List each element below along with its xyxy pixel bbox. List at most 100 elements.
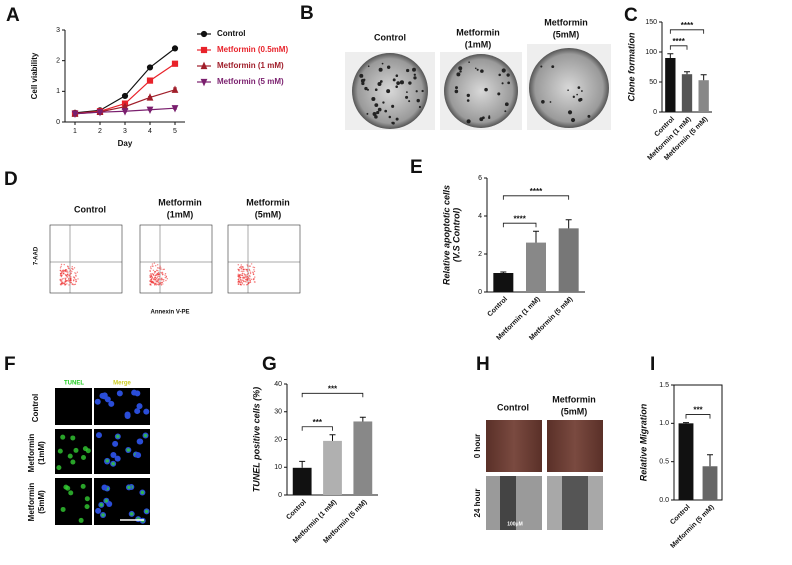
event bbox=[239, 276, 242, 278]
event bbox=[243, 270, 245, 272]
column-label: Control bbox=[374, 32, 406, 42]
event bbox=[153, 262, 156, 264]
event bbox=[60, 265, 62, 268]
event bbox=[159, 265, 161, 267]
colony bbox=[577, 86, 581, 89]
event bbox=[254, 281, 256, 283]
event bbox=[241, 270, 244, 272]
y-tick-label: 0.0 bbox=[659, 497, 669, 504]
significance-bracket bbox=[669, 45, 688, 50]
panel-label: G bbox=[262, 354, 277, 375]
event bbox=[253, 269, 255, 271]
y-tick-label: 10 bbox=[274, 464, 282, 471]
colony bbox=[572, 95, 575, 98]
event bbox=[76, 271, 79, 273]
colony bbox=[382, 101, 385, 104]
x-tick-label: 4 bbox=[148, 128, 152, 135]
colony-images: Control Metformin (1mM) Metformin (5mM) bbox=[345, 17, 611, 130]
significance-label: **** bbox=[530, 187, 543, 196]
significance-bracket bbox=[301, 426, 333, 431]
event bbox=[241, 281, 243, 284]
row-label: Metformin bbox=[27, 483, 36, 522]
column-label: Control bbox=[497, 402, 529, 412]
nucleus bbox=[108, 400, 115, 407]
dish bbox=[444, 54, 518, 128]
marker bbox=[121, 92, 129, 100]
bar bbox=[558, 228, 579, 292]
nucleus bbox=[101, 484, 108, 491]
legend-label: Metformin (0.5mM) bbox=[217, 45, 288, 54]
significance-bracket bbox=[502, 222, 537, 228]
event bbox=[149, 280, 151, 282]
event bbox=[149, 276, 152, 278]
event bbox=[64, 280, 67, 283]
event bbox=[74, 272, 76, 274]
event bbox=[71, 267, 73, 270]
colony bbox=[395, 74, 399, 78]
colony bbox=[587, 114, 591, 118]
event bbox=[246, 277, 248, 280]
row-label: 24 hour bbox=[473, 489, 482, 518]
colony bbox=[371, 97, 376, 102]
flow-plot bbox=[227, 224, 301, 294]
event bbox=[252, 271, 254, 273]
event bbox=[162, 283, 164, 285]
event bbox=[150, 277, 153, 280]
y-tick-label: 6 bbox=[478, 175, 482, 182]
error-bar bbox=[299, 460, 306, 468]
tunel-cell bbox=[70, 435, 76, 441]
x-tick-label: 3 bbox=[123, 128, 127, 135]
colony bbox=[374, 115, 378, 119]
error-bar bbox=[533, 230, 539, 243]
event bbox=[240, 279, 242, 281]
y-tick-label: 3 bbox=[56, 27, 60, 34]
event bbox=[162, 280, 165, 282]
y-tick-label: 1.5 bbox=[659, 382, 669, 389]
event bbox=[155, 282, 157, 284]
event bbox=[150, 278, 153, 281]
axis-label: 7-AAD bbox=[34, 246, 40, 265]
nucleus bbox=[101, 392, 108, 399]
event bbox=[244, 278, 247, 281]
event bbox=[72, 283, 74, 286]
nucleus bbox=[95, 432, 102, 439]
dish bbox=[529, 48, 609, 128]
event bbox=[149, 283, 151, 285]
micrograph bbox=[55, 388, 92, 425]
colony bbox=[498, 73, 501, 77]
event bbox=[246, 278, 248, 281]
colony bbox=[361, 81, 365, 86]
event bbox=[241, 279, 243, 281]
significance-label: *** bbox=[313, 418, 323, 427]
tunel-cell bbox=[65, 485, 71, 491]
event bbox=[250, 278, 253, 281]
error-bar bbox=[683, 422, 689, 424]
event bbox=[237, 283, 240, 285]
column-label: (5mM) bbox=[553, 29, 580, 39]
colony bbox=[501, 68, 506, 73]
nucleus bbox=[114, 455, 121, 462]
colony bbox=[459, 70, 462, 73]
event bbox=[73, 267, 76, 269]
colony bbox=[363, 78, 366, 81]
event bbox=[65, 268, 67, 271]
colony bbox=[377, 82, 382, 87]
event bbox=[245, 276, 248, 278]
colony bbox=[581, 90, 583, 92]
wound-images: Control Metformin (5mM) 0 hour 24 hour 1… bbox=[473, 394, 603, 530]
event bbox=[240, 268, 242, 270]
x-tick-label: Control bbox=[285, 499, 308, 522]
colony bbox=[395, 117, 399, 121]
event bbox=[63, 270, 65, 273]
event bbox=[69, 274, 71, 276]
column-label: (5mM) bbox=[255, 209, 282, 219]
flow-plot bbox=[49, 224, 123, 294]
event bbox=[60, 270, 62, 273]
event bbox=[152, 278, 155, 281]
event bbox=[249, 277, 251, 280]
colony bbox=[421, 89, 424, 93]
event bbox=[156, 283, 158, 286]
colony bbox=[391, 104, 395, 108]
colony bbox=[413, 76, 417, 80]
marker bbox=[171, 85, 179, 93]
